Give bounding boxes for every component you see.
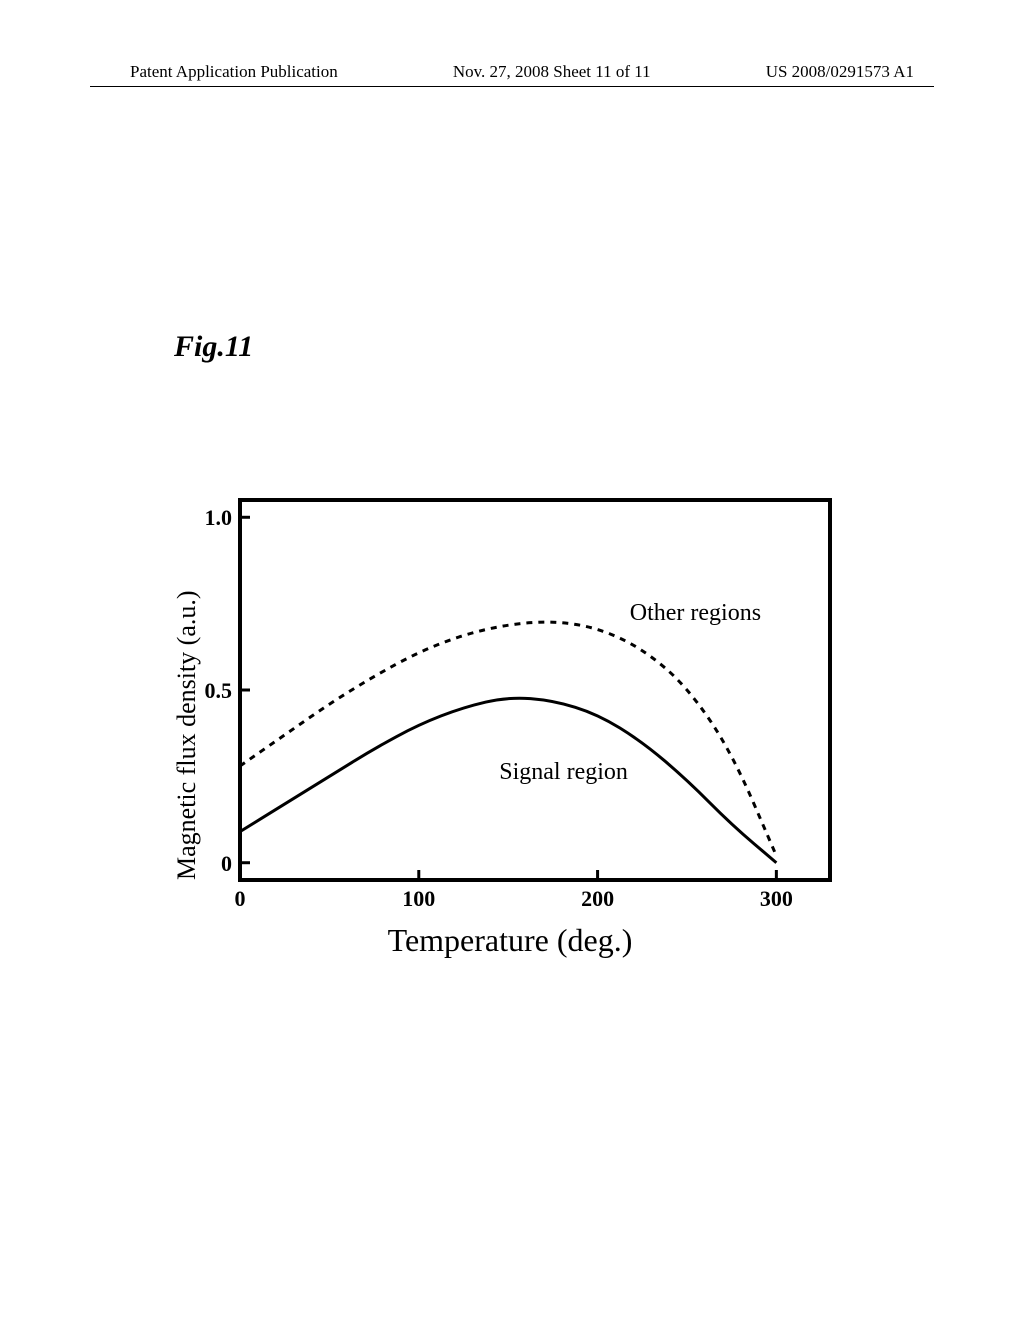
figure-label: Fig.11 bbox=[174, 330, 253, 364]
x-tick-label: 0 bbox=[210, 886, 270, 912]
header-left: Patent Application Publication bbox=[130, 62, 338, 82]
x-tick-label: 300 bbox=[746, 886, 806, 912]
patent-header: Patent Application Publication Nov. 27, … bbox=[0, 62, 1024, 82]
header-rule bbox=[90, 86, 934, 87]
chart: Magnetic flux density (a.u.) Temperature… bbox=[160, 490, 860, 970]
series-annotation: Other regions bbox=[630, 600, 761, 627]
y-tick-label: 0.5 bbox=[192, 678, 232, 704]
y-tick-label: 1.0 bbox=[192, 505, 232, 531]
header-center: Nov. 27, 2008 Sheet 11 of 11 bbox=[453, 62, 651, 82]
x-tick-label: 100 bbox=[389, 886, 449, 912]
y-axis-label: Magnetic flux density (a.u.) bbox=[172, 590, 202, 880]
x-tick-label: 200 bbox=[568, 886, 628, 912]
x-axis-label: Temperature (deg.) bbox=[160, 922, 860, 959]
series-annotation: Signal region bbox=[499, 759, 628, 786]
y-tick-label: 0 bbox=[192, 851, 232, 877]
header-right: US 2008/0291573 A1 bbox=[766, 62, 914, 82]
